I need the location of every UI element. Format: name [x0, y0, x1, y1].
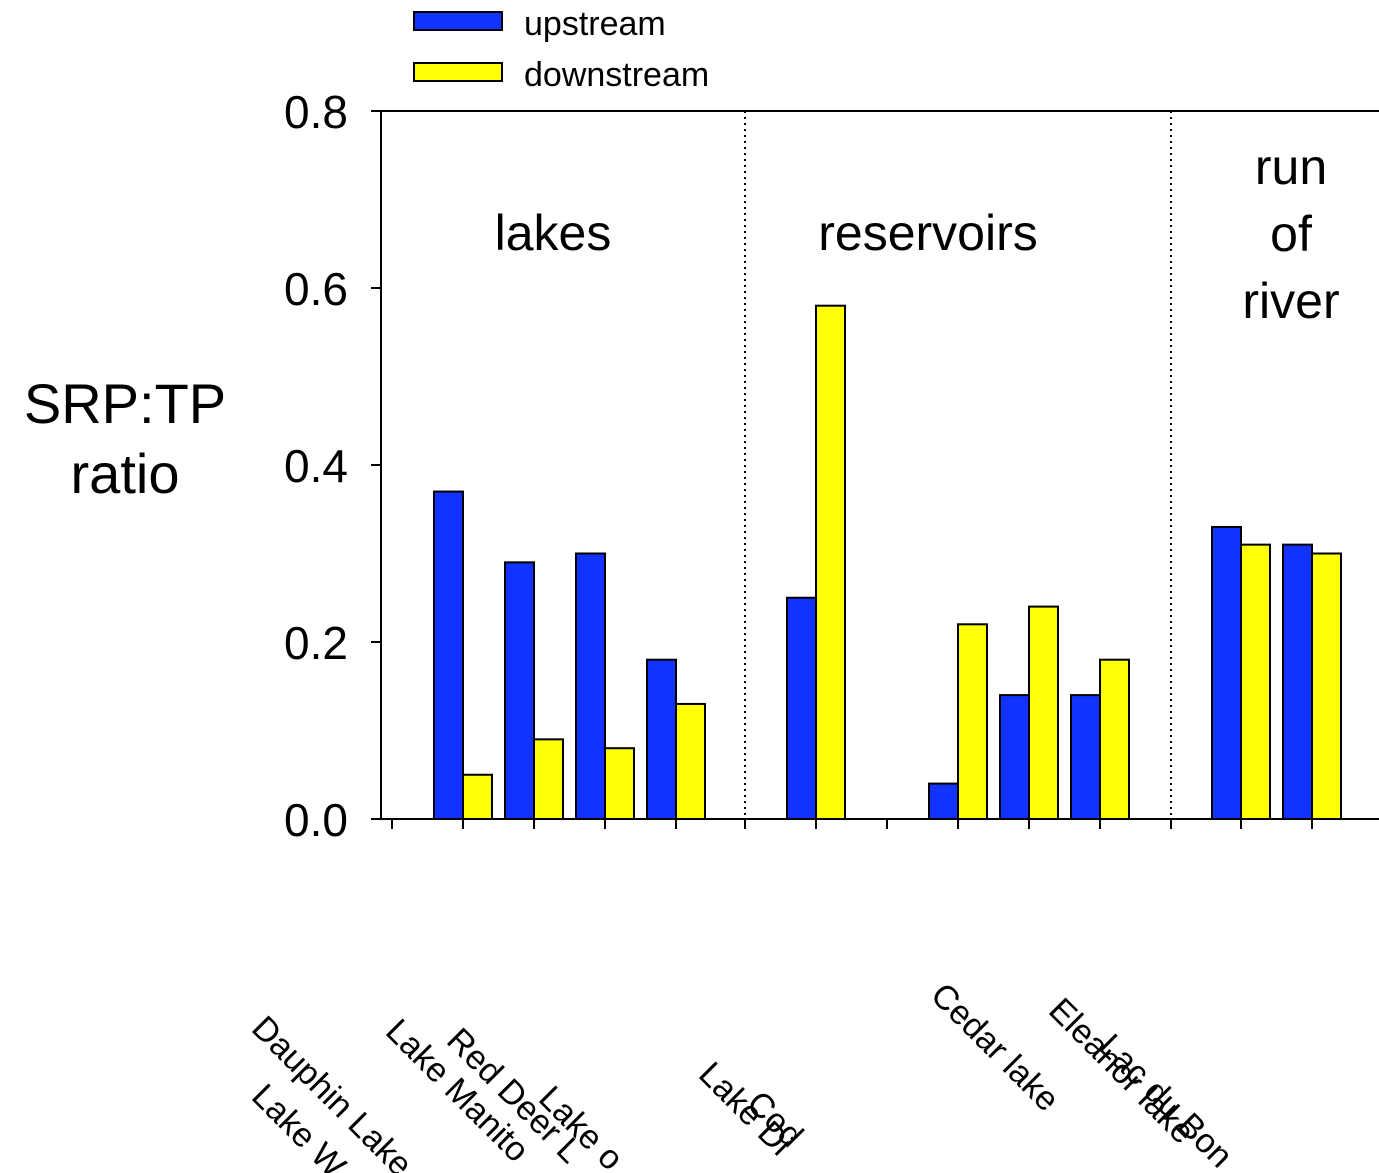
- bars: [433, 304, 1342, 821]
- x-tick-label-9: Lac du Bon: [1091, 1027, 1240, 1173]
- bar-upstream-7: [999, 694, 1030, 820]
- y-tick-label-4: 0.8: [284, 86, 348, 138]
- section-label-reservoirs: reservoirs: [818, 205, 1037, 261]
- bar-downstream-3: [675, 702, 706, 821]
- y-tick-label-2: 0.4: [284, 440, 348, 492]
- bar-downstream-8: [1099, 658, 1130, 821]
- legend: upstream downstream: [413, 5, 709, 94]
- legend-label-upstream: upstream: [524, 5, 666, 43]
- section-label-river: river: [1242, 273, 1339, 329]
- bar-upstream-6: [928, 782, 959, 820]
- y-tick-label-0: 0.0: [284, 794, 348, 846]
- axes: 0.0 0.2 0.4 0.6 0.8: [284, 86, 1379, 846]
- y-tick-label-3: 0.6: [284, 263, 348, 315]
- bar-downstream-9: [1240, 543, 1271, 821]
- bar-downstream-4: [815, 304, 846, 820]
- legend-swatch-downstream: [413, 62, 503, 82]
- bar-upstream-3: [646, 658, 677, 821]
- y-axis-label-line-1: SRP:TP: [24, 372, 226, 435]
- bar-upstream-8: [1070, 694, 1101, 820]
- bar-downstream-10: [1311, 552, 1342, 820]
- x-tick-label-7: Cedar lake: [923, 976, 1066, 1119]
- bar-upstream-2: [575, 552, 606, 820]
- section-label-run: run: [1255, 139, 1327, 195]
- bar-upstream-0: [433, 490, 464, 820]
- bar-upstream-10: [1282, 543, 1313, 821]
- bar-downstream-0: [462, 773, 493, 820]
- legend-swatch-upstream: [413, 11, 503, 31]
- legend-label-downstream: downstream: [524, 56, 709, 94]
- section-label-of: of: [1270, 206, 1312, 262]
- bar-upstream-9: [1211, 525, 1242, 820]
- y-tick-label-1: 0.2: [284, 617, 348, 669]
- bar-downstream-6: [957, 623, 988, 820]
- bar-upstream-4: [786, 596, 817, 820]
- y-axis-label-line-2: ratio: [71, 442, 180, 505]
- bar-downstream-7: [1028, 605, 1059, 820]
- bar-downstream-2: [604, 747, 635, 821]
- bar-downstream-1: [533, 738, 564, 820]
- bar-upstream-1: [504, 561, 535, 820]
- section-label-lakes: lakes: [495, 205, 612, 261]
